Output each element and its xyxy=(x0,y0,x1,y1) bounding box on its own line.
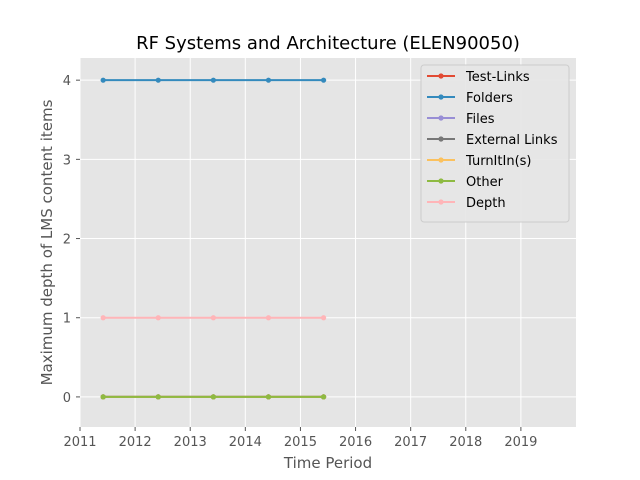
x-tick-label: 2015 xyxy=(284,435,317,450)
x-tick-label: 2019 xyxy=(504,435,537,450)
series-depth xyxy=(100,315,327,321)
data-point xyxy=(320,77,327,83)
x-tick-label: 2014 xyxy=(229,435,262,450)
data-point xyxy=(320,315,327,321)
legend-label: Other xyxy=(466,175,504,190)
y-tick-label: 1 xyxy=(63,312,71,327)
legend-marker xyxy=(438,94,444,100)
legend-entry-turnitin-s: TurnItIn(s) xyxy=(427,154,531,169)
data-point xyxy=(155,77,161,83)
data-point xyxy=(210,315,216,321)
data-point xyxy=(210,77,216,83)
chart-title: RF Systems and Architecture (ELEN90050) xyxy=(136,33,520,54)
legend-label: TurnItIn(s) xyxy=(465,154,531,169)
legend-label: Folders xyxy=(466,91,513,106)
x-tick-label: 2012 xyxy=(119,435,152,450)
legend-entry-external-links: External Links xyxy=(427,133,558,148)
legend-marker xyxy=(438,73,444,79)
y-axis-label: Maximum depth of LMS content items xyxy=(38,99,56,385)
legend-marker xyxy=(438,115,444,121)
y-tick-label: 0 xyxy=(63,391,71,406)
data-point xyxy=(265,315,272,321)
series-layer xyxy=(100,77,327,400)
legend-marker xyxy=(438,136,444,142)
legend-entry-depth: Depth xyxy=(427,196,506,211)
legend-marker xyxy=(438,199,444,205)
legend-entry-test-links: Test-Links xyxy=(427,70,530,85)
legend-entry-files: Files xyxy=(427,112,495,127)
data-point xyxy=(100,77,106,83)
data-point xyxy=(210,394,216,400)
y-tick-label: 2 xyxy=(63,233,71,248)
data-point xyxy=(100,315,106,321)
x-axis-label: Time Period xyxy=(283,454,372,472)
legend-entry-folders: Folders xyxy=(427,91,513,106)
legend-marker xyxy=(438,157,444,163)
legend-entry-other: Other xyxy=(427,175,504,190)
x-tick-label: 2013 xyxy=(174,435,207,450)
legend-label: Test-Links xyxy=(465,70,530,85)
data-point xyxy=(320,394,327,400)
data-point xyxy=(100,394,106,400)
y-tick-label: 3 xyxy=(63,153,71,168)
tick-labels: 2011 2012 2013 2014 2015 2016 2017 2018 2019 0 1 2 3… xyxy=(63,74,538,450)
data-point xyxy=(265,394,272,400)
x-tick-label: 2017 xyxy=(394,435,427,450)
x-tick-label: 2016 xyxy=(339,435,372,450)
legend-label: Files xyxy=(466,112,495,127)
y-tick-label: 4 xyxy=(63,74,71,89)
x-tick-label: 2011 xyxy=(63,435,96,450)
data-point xyxy=(155,394,161,400)
data-point xyxy=(265,77,272,83)
legend-label: Depth xyxy=(466,196,506,211)
data-point xyxy=(155,315,161,321)
legend-label: External Links xyxy=(466,133,558,148)
series-other xyxy=(100,394,327,400)
x-tick-label: 2018 xyxy=(449,435,482,450)
legend-box xyxy=(420,64,570,223)
series-folders xyxy=(100,77,327,83)
legend-marker xyxy=(438,178,444,184)
grid xyxy=(79,58,576,427)
legend: Test-Links Folders Files External Links Turn… xyxy=(420,64,570,223)
